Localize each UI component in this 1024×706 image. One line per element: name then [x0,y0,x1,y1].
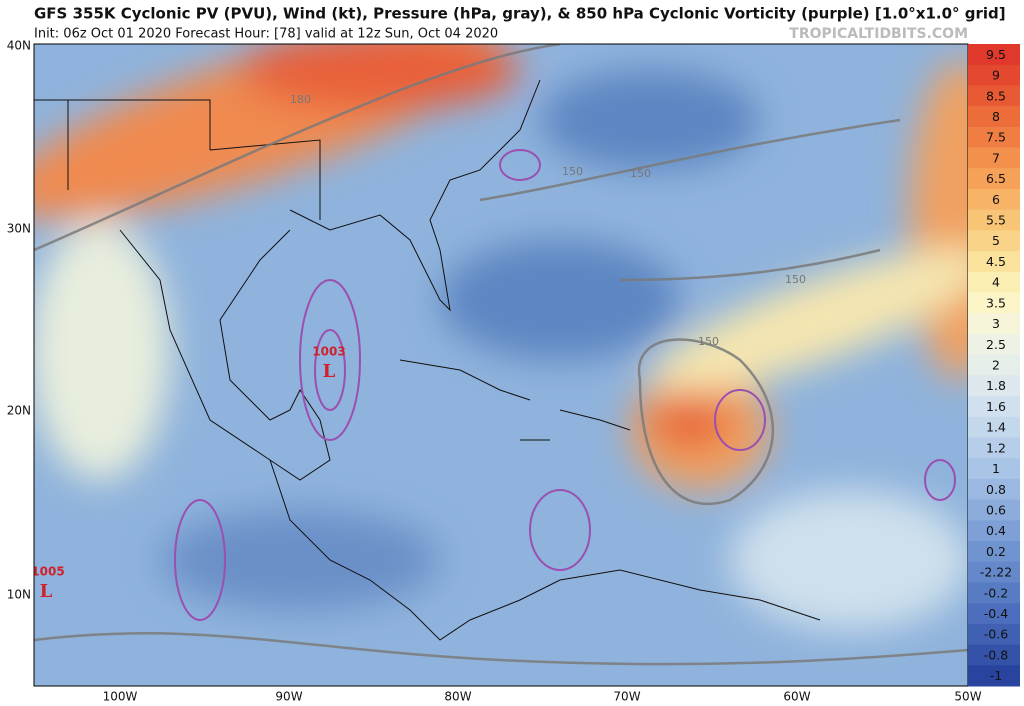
contour-label: 150 [698,335,719,348]
contour-label: 150 [562,165,583,178]
colorbar-label: 1.2 [986,440,1006,455]
contour-label: 150 [785,273,806,286]
colorbar-label: -2.22 [980,565,1012,580]
colorbar-label: 6.5 [986,171,1006,186]
colorbar-label: -1 [990,668,1002,683]
colorbar-swatch [968,188,1020,211]
colorbar-swatch [968,126,1020,149]
colorbar-label: 0.4 [986,523,1006,538]
colorbar: 9.5 9 8.5 8 7.5 7 6.5 6 5.5 5 4.5 4 3.5 3 2.5 2 1.8 1.6 1.… [968,44,1020,687]
lat-label: 20N [7,404,31,418]
colorbar-swatch [968,396,1020,418]
colorbar-swatch [968,106,1020,128]
colorbar-swatch [968,333,1020,356]
colorbar-label: 8.5 [986,88,1006,103]
colorbar-label: 9.5 [986,47,1006,62]
colorbar-swatch [968,665,1020,687]
colorbar-label: 7.5 [986,130,1006,145]
colorbar-swatch [968,44,1020,66]
colorbar-swatch [968,147,1020,169]
colorbar-swatch [968,582,1020,604]
colorbar-swatch [968,313,1020,335]
lat-label: 30N [7,222,31,236]
colorbar-swatch [968,292,1020,314]
lon-label: 50W [954,690,981,704]
contour-label: 150 [630,167,651,180]
colorbar-swatch [968,168,1020,190]
colorbar-label: 9 [992,68,1000,83]
colorbar-label: 6 [992,192,1000,207]
colorbar-label: 2.5 [986,337,1006,352]
colorbar-label: 3.5 [986,295,1006,310]
colorbar-swatch [968,209,1020,231]
colorbar-label: 2 [992,358,1000,373]
colorbar-swatch [968,437,1020,459]
colorbar-label: 7 [992,150,1000,165]
lon-label: 70W [613,690,640,704]
colorbar-swatch [968,375,1020,397]
lon-label: 80W [444,690,471,704]
lon-label: 100W [103,690,138,704]
colorbar-label: 1.8 [986,378,1006,393]
colorbar-label: -0.8 [984,647,1008,662]
colorbar-label: 0.2 [986,544,1006,559]
colorbar-swatch [968,603,1020,625]
colorbar-swatch [968,64,1020,86]
colorbar-swatch [968,644,1020,666]
contour-label: 180 [290,93,311,106]
title: GFS 355K Cyclonic PV (PVU), Wind (kt), P… [34,5,1006,23]
colorbar-swatch [968,520,1020,542]
colorbar-swatch [968,271,1020,294]
colorbar-label: 1.4 [986,420,1006,435]
low-symbol: L [323,361,336,382]
lon-label: 60W [783,690,810,704]
colorbar-label: 1.6 [986,399,1006,414]
colorbar-swatch [968,623,1020,646]
colorbar-swatch [968,354,1020,376]
watermark: TROPICALTIDBITS.COM [789,26,968,42]
colorbar-label: -0.6 [984,627,1008,642]
lat-label: 10N [7,588,31,602]
lon-label: 90W [275,690,302,704]
colorbar-swatch [968,561,1020,583]
subtitle: Init: 06z Oct 01 2020 Forecast Hour: [78… [34,27,498,42]
colorbar-label: 3 [992,316,1000,331]
colorbar-swatch [968,458,1020,480]
low-pressure: 1003 [312,345,345,359]
colorbar-label: 0.8 [986,482,1006,497]
colorbar-label: 5.5 [986,213,1006,228]
colorbar-label: 4.5 [986,254,1006,269]
colorbar-label: 4 [992,275,1000,290]
colorbar-swatch [968,478,1020,501]
map-area: 180 150 150 150 150 1003 L 1005 L [31,44,968,686]
colorbar-label: -0.2 [984,585,1008,600]
colorbar-swatch [968,416,1020,438]
colorbar-swatch [968,251,1020,273]
colorbar-label: -0.4 [984,606,1008,621]
colorbar-label: 5 [992,233,1000,248]
low-symbol: L [40,581,53,602]
low-pressure: 1005 [31,565,64,579]
colorbar-swatch [968,230,1020,252]
colorbar-swatch [968,85,1020,107]
colorbar-label: 1 [992,461,1000,476]
colorbar-label: 0.6 [986,502,1006,517]
colorbar-label: 8 [992,109,1000,124]
colorbar-swatch [968,499,1020,521]
colorbar-swatch [968,541,1020,563]
lat-label: 40N [7,39,31,53]
